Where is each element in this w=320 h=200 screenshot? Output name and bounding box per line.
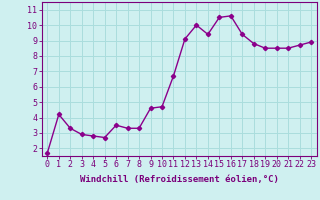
X-axis label: Windchill (Refroidissement éolien,°C): Windchill (Refroidissement éolien,°C) (80, 175, 279, 184)
